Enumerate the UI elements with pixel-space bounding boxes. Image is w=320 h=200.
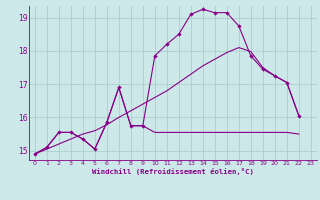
X-axis label: Windchill (Refroidissement éolien,°C): Windchill (Refroidissement éolien,°C)	[92, 168, 254, 175]
